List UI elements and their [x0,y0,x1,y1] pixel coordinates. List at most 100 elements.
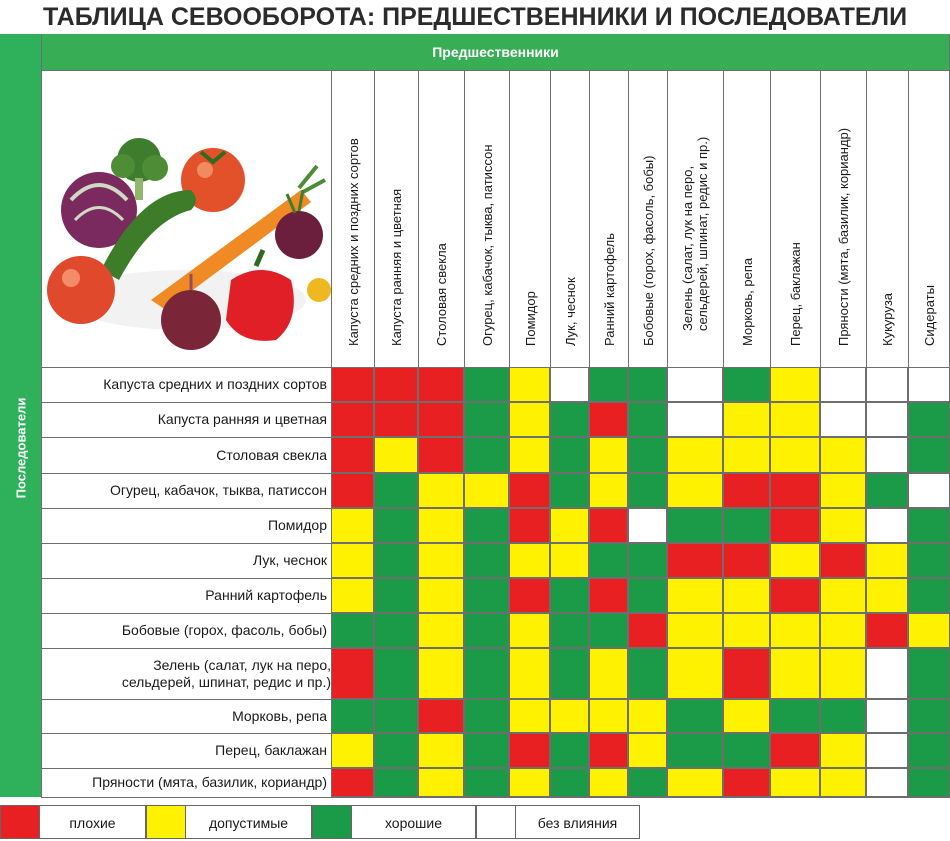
rotation-cell [667,543,723,578]
rotation-cell [464,543,509,578]
rotation-cell [550,578,589,613]
predecessors-axis-label: Предшественники [432,44,559,60]
rotation-cell [550,613,589,648]
rotation-cell [820,543,866,578]
grid-lines [41,34,950,798]
rotation-cell [770,699,820,733]
rotation-cell [331,699,374,733]
followers-axis-band: Последователи [0,34,41,797]
row-label: Бобовые (горох, фасоль, бобы) [121,622,327,638]
rotation-cell [418,367,464,402]
legend-label-acceptable: допустимые [186,805,312,839]
rotation-cell [550,508,589,543]
rotation-cell [331,648,374,699]
rotation-cell [589,578,628,613]
rotation-cell [770,613,820,648]
rotation-cell [820,613,866,648]
rotation-cell [770,402,820,437]
vegetables-illustration [41,70,331,367]
rotation-cell [866,768,908,797]
rotation-cell [418,648,464,699]
row-label: Лук, чеснок [253,552,327,568]
rotation-cell [509,613,550,648]
rotation-cell [820,473,866,508]
rotation-cell [509,768,550,797]
rotation-cell [550,733,589,768]
rotation-cell [667,367,723,402]
rotation-cell [509,733,550,768]
rotation-cell [374,578,418,613]
rotation-cell [820,402,866,437]
rotation-cell [464,367,509,402]
rotation-cell [770,543,820,578]
rotation-cell [628,578,667,613]
rotation-cell [667,402,723,437]
rotation-cell [589,613,628,648]
rotation-cell [723,613,770,648]
rotation-cell [820,648,866,699]
row-label: Огурец, кабачок, тыква, патиссон [110,482,327,498]
legend-swatch-bad [0,805,40,839]
row-label: Ранний картофель [205,587,327,603]
predecessors-axis-band: Предшественники [41,34,950,70]
rotation-cell [464,473,509,508]
rotation-cell [723,437,770,473]
rotation-cell [628,768,667,797]
rotation-cell [418,699,464,733]
rotation-cell [331,768,374,797]
row-label: Помидор [267,517,327,533]
legend-swatch-acceptable [146,805,186,839]
legend-label-bad: плохие [40,805,146,839]
rotation-cell [374,473,418,508]
rotation-cell [331,508,374,543]
rotation-cell [589,648,628,699]
rotation-cell [723,402,770,437]
rotation-cell [509,699,550,733]
rotation-cell [628,437,667,473]
rotation-cell [628,733,667,768]
rotation-cell [628,613,667,648]
rotation-cell [589,437,628,473]
rotation-cell [723,543,770,578]
rotation-cell [464,648,509,699]
rotation-cell [550,402,589,437]
rotation-cell [374,699,418,733]
rotation-cell [509,508,550,543]
rotation-cell [770,508,820,543]
rotation-cell [866,733,908,768]
row-label: Столовая свекла [216,446,327,463]
rotation-cell [509,473,550,508]
rotation-cell [667,648,723,699]
rotation-cell [723,699,770,733]
rotation-cell [723,768,770,797]
rotation-cell [550,768,589,797]
rotation-cell [464,613,509,648]
rotation-cell [866,367,908,402]
rotation-cell [866,508,908,543]
rotation-cell [667,508,723,543]
rotation-cell [667,733,723,768]
rotation-cell [418,733,464,768]
rotation-cell [820,367,866,402]
rotation-cell [374,613,418,648]
row-label: Зелень (салат, лук на перо, сельдерей, шп… [121,656,331,690]
rotation-cell [464,508,509,543]
rotation-cell [509,578,550,613]
rotation-cell [723,648,770,699]
rotation-cell [866,578,908,613]
rotation-cell [866,543,908,578]
rotation-cell [667,768,723,797]
rotation-cell [589,367,628,402]
row-label: Пряности (мята, базилик, кориандр) [92,774,327,790]
rotation-cell [509,543,550,578]
rotation-cell [509,367,550,402]
rotation-cell [770,578,820,613]
rotation-cell [589,699,628,733]
rotation-cell [723,367,770,402]
rotation-cell [667,473,723,508]
legend-label-neutral: без влияния [516,805,640,839]
rotation-cell [550,367,589,402]
rotation-cell [908,437,950,473]
legend: плохие допустимые хорошие без влияния [0,805,640,841]
rotation-cell [374,437,418,473]
